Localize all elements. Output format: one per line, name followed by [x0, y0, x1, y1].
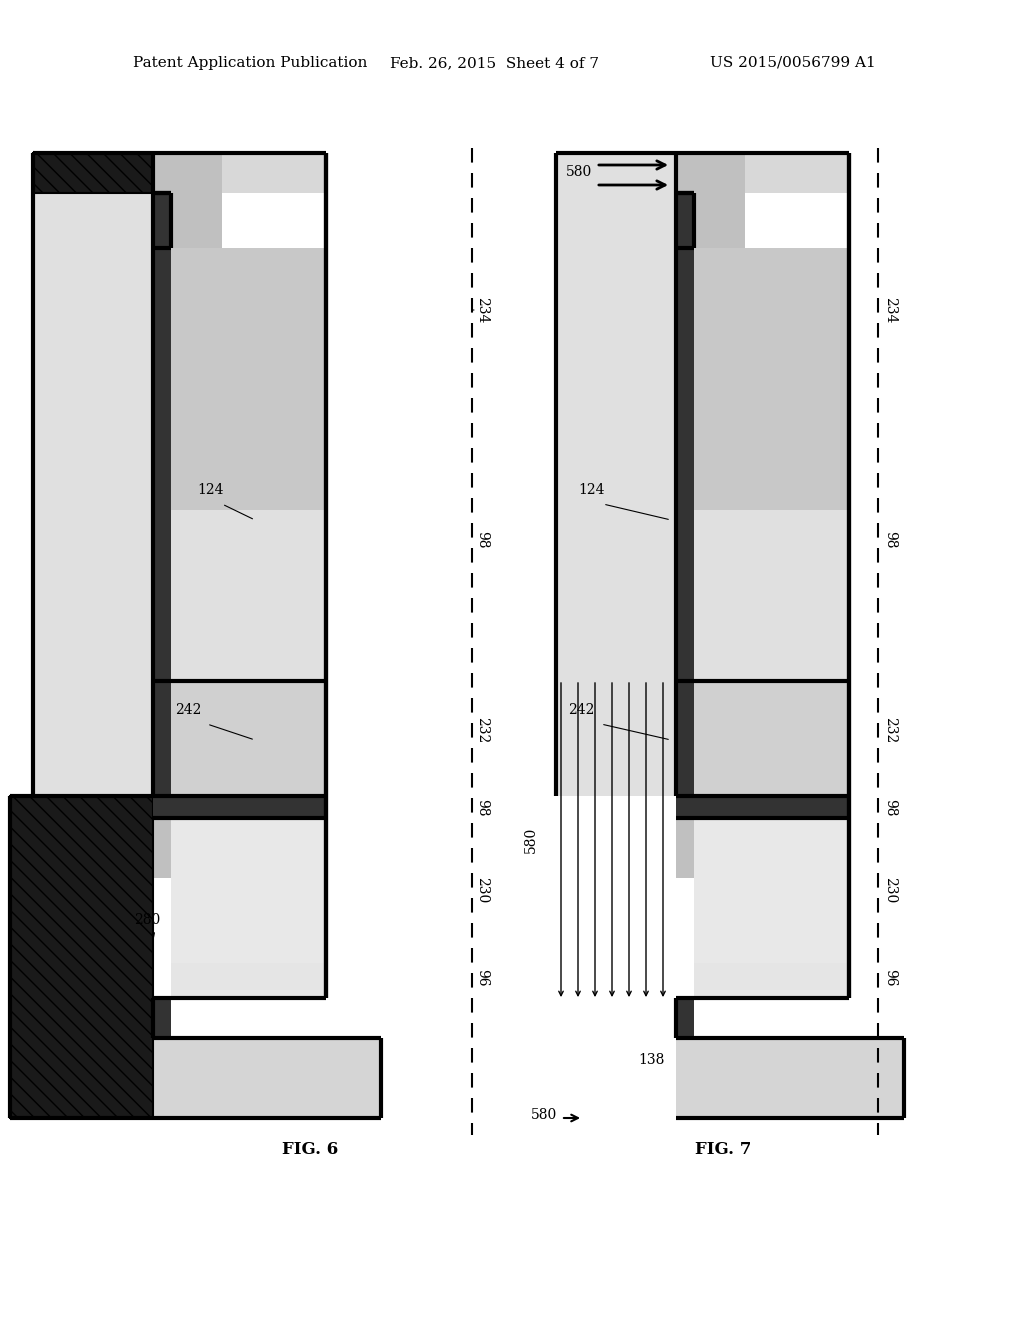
Text: FIG. 6: FIG. 6 — [282, 1142, 338, 1159]
Bar — [676, 998, 694, 1038]
Text: Patent Application Publication: Patent Application Publication — [133, 55, 368, 70]
Text: 138: 138 — [638, 1053, 665, 1067]
Bar — [171, 153, 326, 193]
Text: 230: 230 — [883, 876, 897, 903]
Bar — [153, 153, 222, 248]
Text: US 2015/0056799 A1: US 2015/0056799 A1 — [710, 55, 876, 70]
Bar — [694, 248, 849, 510]
Text: 580: 580 — [566, 165, 592, 180]
Bar — [556, 153, 676, 681]
Text: 580: 580 — [524, 826, 538, 853]
Text: 96: 96 — [883, 969, 897, 987]
Text: 124: 124 — [197, 483, 223, 498]
Bar — [676, 796, 694, 878]
Text: 234: 234 — [883, 297, 897, 323]
Text: 98: 98 — [883, 531, 897, 549]
Bar — [676, 193, 694, 796]
Bar — [153, 193, 171, 796]
Text: 232: 232 — [475, 717, 489, 743]
Bar — [171, 248, 326, 510]
Text: 124: 124 — [578, 483, 604, 498]
Text: 98: 98 — [475, 531, 489, 549]
Bar — [676, 1038, 904, 1118]
Text: Feb. 26, 2015  Sheet 4 of 7: Feb. 26, 2015 Sheet 4 of 7 — [390, 55, 599, 70]
Bar — [153, 796, 326, 818]
Text: 96: 96 — [475, 969, 489, 987]
Bar — [153, 998, 171, 1038]
Bar — [10, 796, 153, 1118]
Bar — [694, 153, 849, 193]
Text: 230: 230 — [475, 876, 489, 903]
Text: FIG. 7: FIG. 7 — [695, 1142, 752, 1159]
Bar — [171, 681, 326, 796]
Text: 98: 98 — [475, 799, 489, 817]
Bar — [694, 964, 849, 998]
Bar — [676, 796, 849, 818]
Text: 98: 98 — [883, 799, 897, 817]
Bar — [33, 681, 153, 796]
Text: 234: 234 — [475, 297, 489, 323]
Bar — [153, 1038, 381, 1118]
Bar — [171, 818, 326, 964]
Bar — [694, 510, 849, 681]
Bar — [171, 510, 326, 681]
Bar — [694, 681, 849, 796]
Text: 232: 232 — [883, 717, 897, 743]
Bar — [33, 153, 153, 193]
Bar — [153, 796, 171, 878]
Bar — [171, 964, 326, 998]
Text: 242: 242 — [175, 704, 202, 717]
Bar — [33, 193, 153, 681]
Text: 580: 580 — [531, 1107, 557, 1122]
Bar — [556, 681, 676, 796]
Bar — [676, 153, 745, 248]
Text: 242: 242 — [568, 704, 594, 717]
Bar — [694, 818, 849, 964]
Text: 280: 280 — [134, 913, 160, 927]
